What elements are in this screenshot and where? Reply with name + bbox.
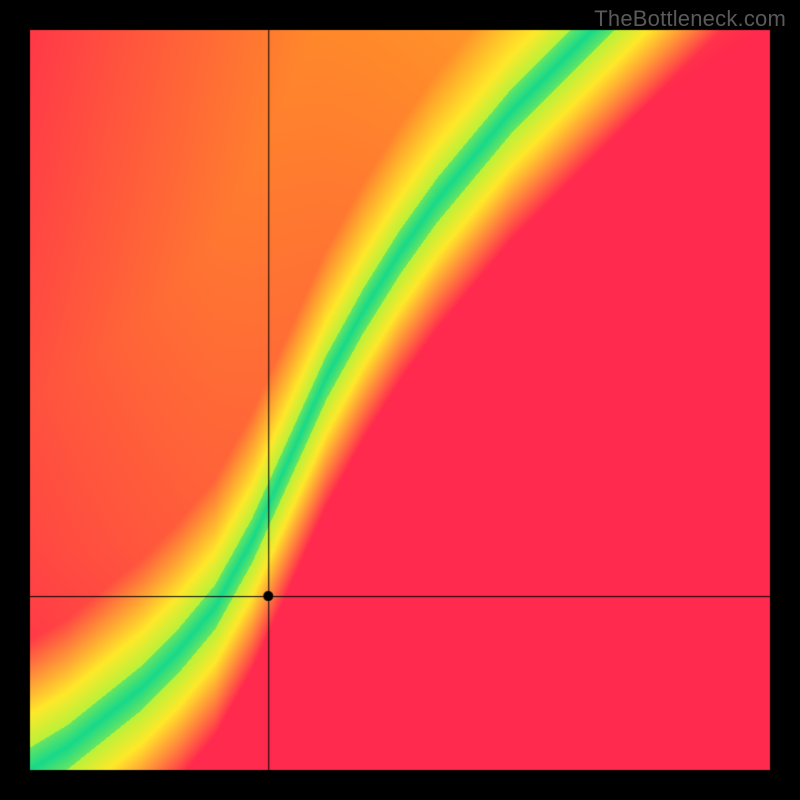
bottleneck-heatmap-canvas bbox=[0, 0, 800, 800]
watermark-text: TheBottleneck.com bbox=[594, 6, 786, 32]
